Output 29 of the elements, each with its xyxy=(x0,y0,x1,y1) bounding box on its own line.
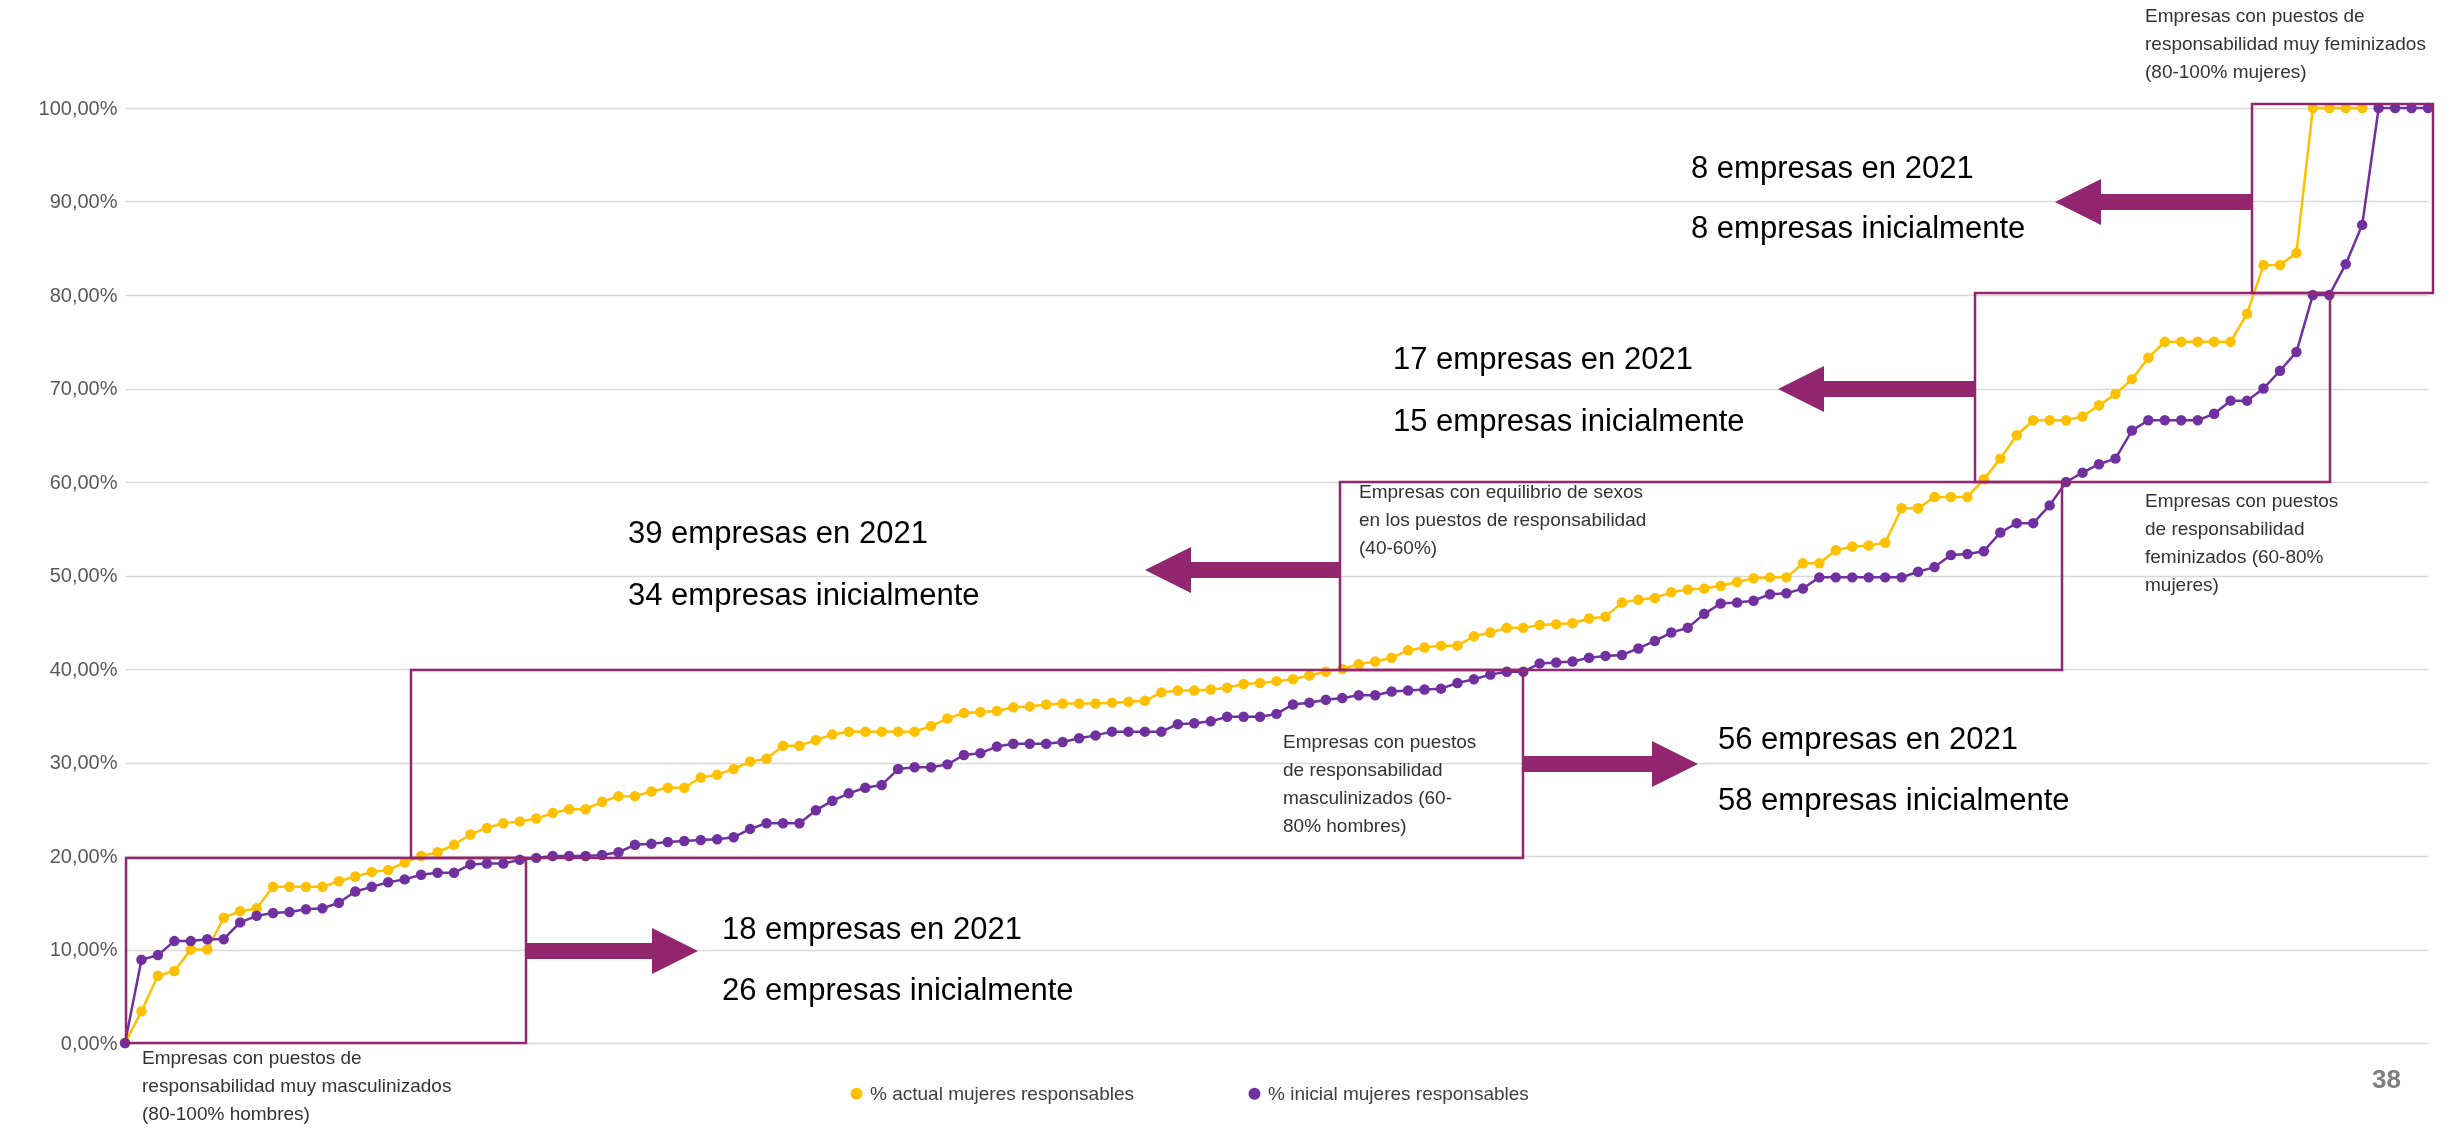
y-tick-label: 100,00% xyxy=(38,96,118,119)
annotation: Empresas con puestos de responsabilidad masculinizados (60- 80% hombres) xyxy=(1283,730,1477,838)
annotation: 58 empresas inicialmente xyxy=(1718,782,2070,818)
text: 38 xyxy=(2372,1064,2401,1095)
annotation: 15 empresas inicialmente xyxy=(1393,403,1745,439)
annotation: 17 empresas en 2021 xyxy=(1393,341,1693,377)
annotation: 56 empresas en 2021 xyxy=(1718,721,2018,757)
text: Empresas con puestos de responsabilidad muy feminizados (80-100% mujeres) xyxy=(2145,4,2426,84)
annotation: Empresas con puestos de responsabilidad feminizados (60-80% mujeres) xyxy=(2145,489,2339,597)
y-tick-label: 40,00% xyxy=(49,657,118,680)
annotation: Empresas con equilibrio de sexos en los puestos de responsabilidad (40-60%) xyxy=(1359,480,1647,560)
annotation: 26 empresas inicialmente xyxy=(722,972,1074,1008)
y-tick-label: 50,00% xyxy=(49,564,118,586)
y-tick-label: 20,00% xyxy=(49,844,118,867)
legend-label: % actual mujeres responsables xyxy=(870,1082,1135,1104)
y-tick-label: 30,00% xyxy=(49,751,118,773)
annotation: 39 empresas en 2021 xyxy=(628,515,928,551)
annotation: 18 empresas en 2021 xyxy=(722,911,1022,947)
y-tick-label: 0,00% xyxy=(60,1031,118,1054)
annotation: 8 empresas en 2021 xyxy=(1691,150,1974,186)
y-tick-label: 70,00% xyxy=(49,377,118,399)
annotation: 34 empresas inicialmente xyxy=(628,577,980,613)
y-tick-label: 60,00% xyxy=(49,470,118,493)
y-tick-label: 10,00% xyxy=(49,938,118,960)
text: Empresas con puestos de responsabilidad muy masculinizados (80-100% hombres) xyxy=(142,1046,452,1126)
y-tick-label: 90,00% xyxy=(49,190,118,212)
y-tick-label: 80,00% xyxy=(49,283,118,306)
legend-label: % inicial mujeres responsables xyxy=(1268,1082,1529,1104)
annotation: 8 empresas inicialmente xyxy=(1691,210,2026,246)
